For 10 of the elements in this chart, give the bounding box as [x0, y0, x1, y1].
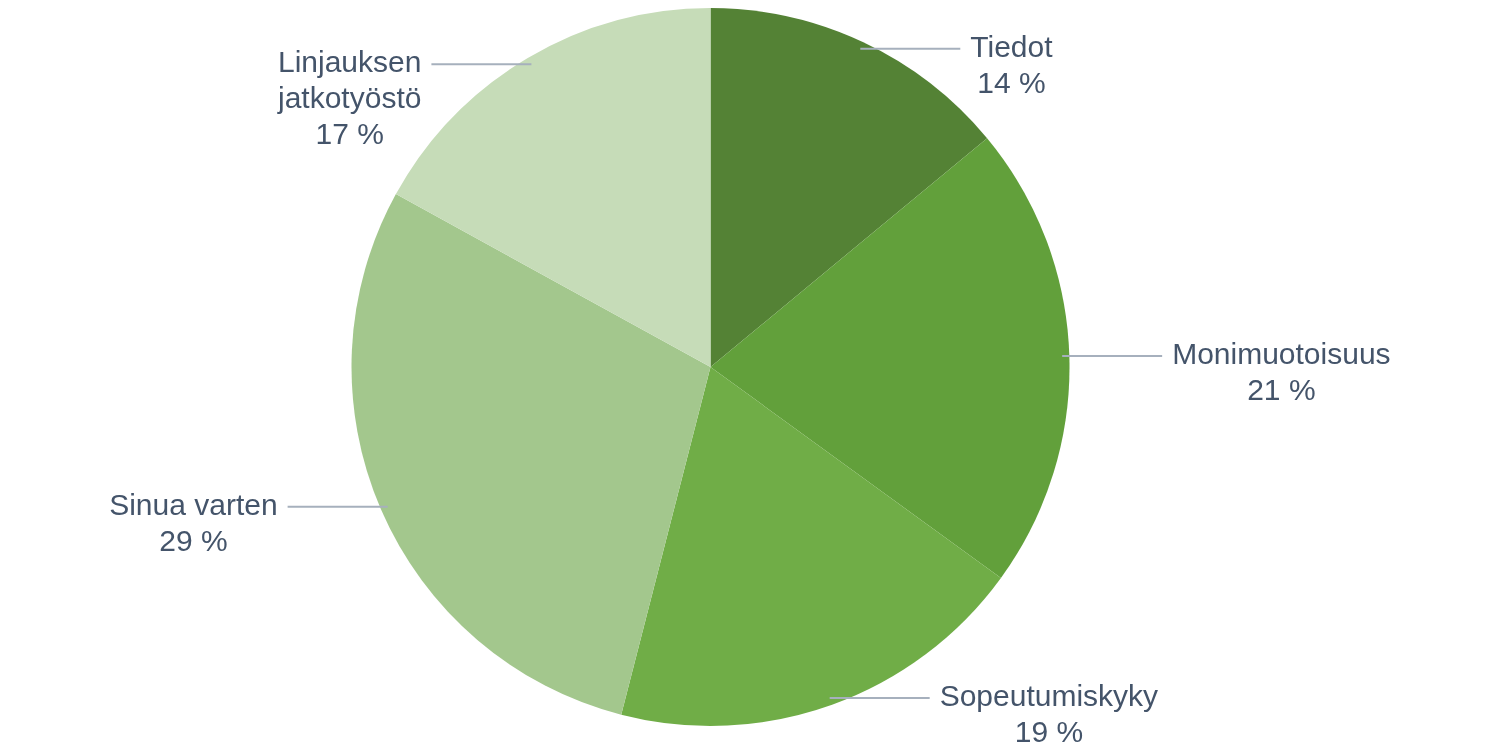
slice-label: Sopeutumiskyky — [939, 679, 1159, 713]
data-label: 21 % — [1247, 373, 1316, 407]
data-label: 29 % — [159, 523, 228, 557]
data-label: 19 % — [1014, 715, 1084, 749]
slice-label: Monimuotoisuus — [1172, 337, 1391, 371]
data-label: 14 % — [977, 65, 1046, 99]
slice-label: Tiedot — [970, 29, 1054, 63]
slice-label: Sinua varten — [109, 487, 278, 521]
slice-label: Linjauksen jatkotyöstö — [276, 45, 422, 115]
data-label: 17 % — [315, 117, 384, 151]
